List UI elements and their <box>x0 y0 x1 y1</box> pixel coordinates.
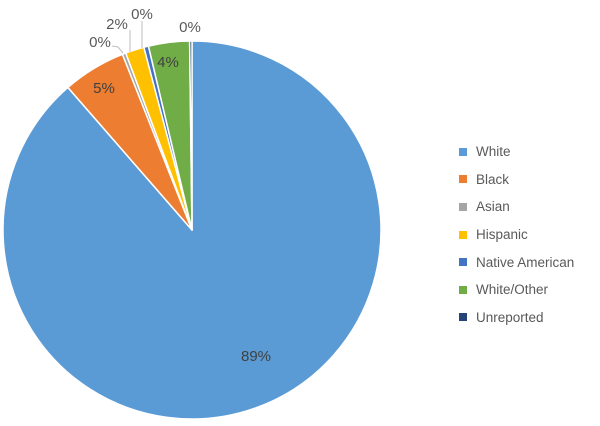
legend-swatch-icon <box>459 285 467 294</box>
legend-item-white: White <box>459 138 574 166</box>
legend-item-white-other: White/Other <box>459 276 574 304</box>
legend-label: White <box>476 144 511 160</box>
pie-slice-unreported <box>188 40 193 231</box>
legend-swatch-icon <box>459 313 467 322</box>
data-label-asian: 0% <box>89 34 111 51</box>
legend-label: Unreported <box>476 309 544 325</box>
legend-swatch-icon <box>459 202 467 211</box>
legend-swatch-icon <box>459 175 467 184</box>
chart-legend: White Black Asian Hispanic Native Americ… <box>459 138 574 331</box>
data-label-unreported: 0% <box>179 19 201 36</box>
legend-swatch-icon <box>459 258 467 267</box>
legend-label: White/Other <box>476 282 549 298</box>
legend-label: Hispanic <box>476 227 528 243</box>
legend-item-asian: Asian <box>459 193 574 221</box>
data-label-black: 5% <box>93 80 115 97</box>
legend-item-native-american: Native American <box>459 248 574 276</box>
legend-label: Asian <box>476 199 510 215</box>
data-label-native-american: 0% <box>131 6 153 23</box>
leader-line-asian <box>111 45 124 54</box>
leader-lines <box>111 21 143 54</box>
data-label-hispanic: 2% <box>106 16 128 33</box>
legend-item-unreported: Unreported <box>459 304 574 332</box>
legend-item-black: Black <box>459 166 574 194</box>
legend-label: Black <box>476 171 510 187</box>
pie-slices <box>2 40 382 420</box>
legend-label: Native American <box>476 254 575 270</box>
legend-swatch-icon <box>459 147 467 156</box>
data-label-white: 89% <box>241 348 271 365</box>
legend-item-hispanic: Hispanic <box>459 221 574 249</box>
legend-swatch-icon <box>459 230 467 239</box>
data-label-white-other: 4% <box>157 54 179 71</box>
